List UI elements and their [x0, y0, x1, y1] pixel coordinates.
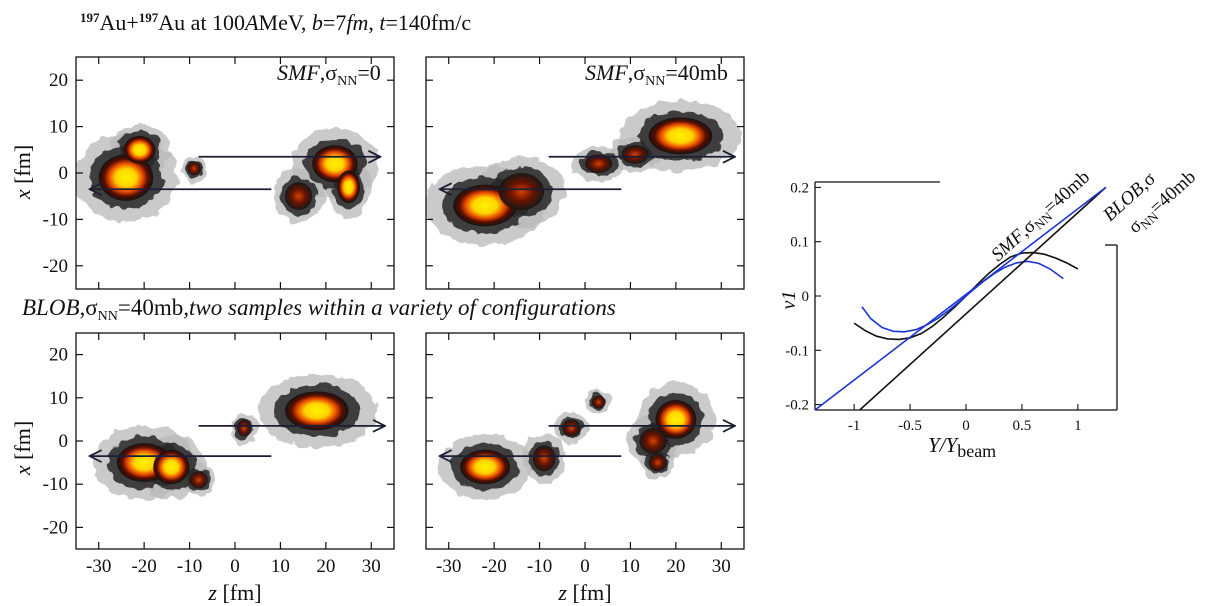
title-fm: fm	[346, 10, 368, 35]
y-tick-label: 20	[49, 70, 68, 91]
title-t: t	[379, 10, 386, 35]
ylabel-top: x [fm]	[10, 145, 35, 200]
y-tick-label: -10	[43, 209, 68, 230]
x-tick-label: 0	[230, 556, 240, 577]
v1-x-tick-label: -1	[848, 418, 861, 434]
v1-x-tick-label: 1	[1074, 418, 1082, 434]
density-panel-top-left: 20 10 0 -10 -20	[43, 56, 395, 290]
density-core	[337, 170, 360, 204]
v1-series-line	[859, 186, 1107, 411]
density-core	[123, 135, 156, 164]
y-tick-label: 20	[49, 345, 68, 366]
density-core	[237, 419, 251, 437]
y-tick-label: -20	[43, 517, 68, 538]
v1-y-tick-label: 0.1	[790, 235, 809, 251]
x-tick-label: -20	[481, 556, 506, 577]
title-b-val: =7	[323, 10, 346, 35]
y-tick-label: 0	[59, 163, 69, 184]
x-tick-label: 10	[271, 556, 290, 577]
title-mass-1: 197	[80, 10, 100, 25]
density-core	[532, 445, 556, 472]
v1-y-tick-label: -0.2	[785, 398, 809, 414]
density-core	[460, 449, 511, 485]
y-tick-label: -10	[43, 474, 68, 495]
density-panel-top-right	[425, 56, 745, 290]
x-tick-label: 20	[666, 556, 685, 577]
x-tick-label: -30	[436, 556, 461, 577]
density-core	[639, 428, 667, 454]
density-core	[562, 419, 581, 437]
caption-nn: NN	[98, 309, 118, 324]
density-core	[187, 161, 201, 176]
v1-x-tick-label: -0.5	[898, 418, 922, 434]
caption-sigma: ,σ	[80, 295, 99, 320]
x-tick-label: 10	[621, 556, 640, 577]
title-t-val: =140fm/c	[385, 10, 471, 35]
density-core	[591, 395, 606, 409]
x-tick-label: 30	[712, 556, 731, 577]
v1-y-tick-label: -0.1	[785, 343, 809, 359]
v1-label-smf: SMF,σNN=40mb	[987, 167, 1095, 268]
v1-series-line	[861, 260, 1064, 333]
x-tick-label: -10	[527, 556, 552, 577]
y-tick-label: -20	[43, 256, 68, 277]
v1-y-tick-label: 0.2	[790, 180, 809, 196]
density-core	[498, 173, 545, 211]
density-panel-bottom-right: -30 -20 -10 0 10 20 30	[425, 332, 745, 577]
xlabel-left: z [fm]	[207, 580, 261, 605]
x-tick-label: 0	[580, 556, 590, 577]
density-panel-bottom-left: 20 10 0 -10 -20 -30 -20 -10 0 10 20 30	[43, 332, 395, 577]
title-b: b	[312, 10, 323, 35]
figure-title: 197Au+197Au at 100AMeV, b=7fm, t=140fm/c	[80, 10, 471, 35]
v1-y-tick-label: 0	[802, 289, 810, 305]
v1-chart: 0.2 0.1 0 -0.1 -0.2 -1 -0.5 0 0.5 1	[785, 180, 1118, 434]
x-tick-label: 20	[316, 556, 335, 577]
panel-label-smf-40: SMF,σNN=40mb	[585, 60, 728, 89]
row2-caption: BLOB,σNN=40mb,two samples within a varie…	[22, 295, 616, 324]
y-tick-label: 10	[49, 388, 68, 409]
title-unit-a: A	[243, 10, 259, 35]
caption-val: =40mb	[118, 295, 183, 320]
density-core	[648, 117, 713, 155]
x-tick-label: -10	[177, 556, 202, 577]
ylabel-bottom: x [fm]	[10, 421, 35, 476]
caption-blob: BLOB	[22, 295, 80, 320]
v1-x-tick-label: 0	[962, 418, 970, 434]
density-core	[655, 399, 697, 439]
density-core	[648, 453, 667, 472]
xlabel-right: z [fm]	[557, 580, 611, 605]
title-element-1: Au+	[100, 10, 139, 35]
v1-ylabel: v1	[778, 291, 800, 310]
title-element-2: Au at 100	[158, 10, 245, 35]
v1-series-line	[814, 186, 1107, 411]
density-core	[284, 391, 349, 431]
x-tick-label: -20	[131, 556, 156, 577]
v1-xlabel: Y/Ybeam	[928, 433, 996, 461]
v1-x-tick-label: 0.5	[1013, 418, 1032, 434]
x-tick-label: -30	[86, 556, 111, 577]
density-core	[153, 449, 190, 485]
title-comma: ,	[368, 10, 379, 35]
title-mass-2: 197	[139, 10, 159, 25]
title-unit-rest: MeV,	[259, 10, 312, 35]
x-tick-label: 30	[362, 556, 381, 577]
density-core	[585, 154, 613, 173]
density-core	[621, 145, 649, 164]
y-tick-label: 10	[49, 117, 68, 138]
caption-rest: ,two samples within a variety of configu…	[183, 295, 616, 320]
y-tick-label: 0	[59, 431, 69, 452]
density-core	[189, 471, 208, 489]
density-core	[284, 182, 313, 211]
panel-label-smf-0: SMF,σNN=0	[277, 60, 381, 89]
